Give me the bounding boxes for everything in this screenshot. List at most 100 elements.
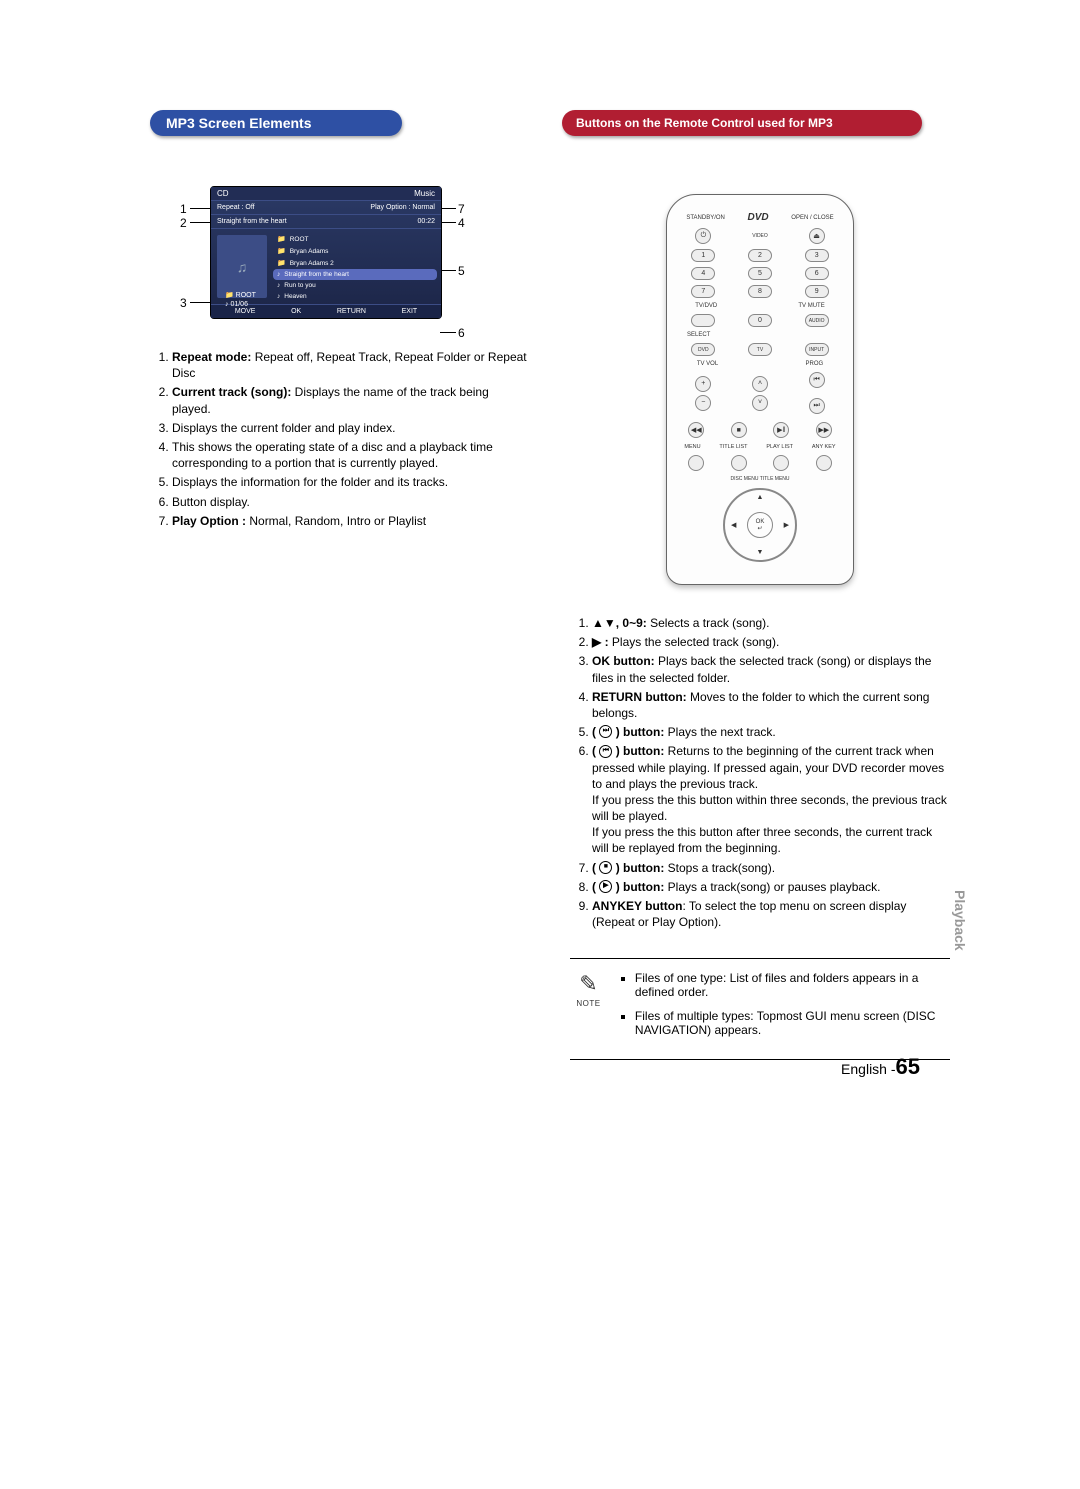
arc-btn4 (816, 455, 832, 471)
r1-bold: ▲▼, 0~9: (592, 616, 647, 630)
page-number: 65 (896, 1054, 920, 1079)
song-1: Straight from the heart (284, 271, 349, 278)
prog-up-icon: ˄ (752, 376, 768, 392)
stop-circ-icon: ■ (599, 861, 612, 874)
sc-time: 00:22 (417, 218, 435, 225)
meta-root: ROOT (236, 292, 256, 299)
lbl-video: VIDEO (752, 233, 768, 239)
callout-6: 6 (458, 326, 465, 340)
r7-bold: ) button: (616, 861, 665, 875)
callout-4: 4 (458, 216, 465, 230)
note-2: Files of multiple types: Topmost GUI men… (635, 1009, 946, 1037)
callout-3: 3 (180, 296, 187, 310)
num-5: 5 (748, 267, 772, 280)
lbl-open: OPEN / CLOSE (791, 215, 833, 221)
li5-text: Displays the information for the folder … (172, 475, 448, 489)
num-7: 7 (691, 285, 715, 298)
arc-titlelist: TITLE LIST (719, 444, 747, 450)
r7-text: Stops a track(song). (664, 861, 775, 875)
r9-bold: ANYKEY button (592, 899, 682, 913)
sc-exit: EXIT (402, 308, 418, 315)
li7-bold: Play Option : (172, 514, 246, 528)
lbl-tvdvd: TV/DVD (695, 303, 717, 309)
sc-ok: OK (291, 308, 301, 315)
play-circ-icon: ▶ (599, 880, 612, 893)
arc-anykey: ANY KEY (812, 444, 836, 450)
next-track-icon: ⏭ (809, 398, 825, 414)
li7-text: Normal, Random, Intro or Playlist (246, 514, 426, 528)
arc-btn2 (731, 455, 747, 471)
sc-cd-label: CD (217, 189, 229, 198)
sc-playoption: Play Option : Normal (370, 204, 435, 211)
li6-text: Button display. (172, 495, 250, 509)
mp3-screenshot-diagram: 1 2 3 7 4 5 6 CD Music (150, 186, 530, 319)
r8-text: Plays a track(song) or pauses playback. (664, 880, 880, 894)
remote-buttons-list: ▲▼, 0~9: Selects a track (song). ▶ : Pla… (570, 615, 950, 930)
callout-7: 7 (458, 202, 465, 216)
num-8: 8 (748, 285, 772, 298)
r8-bold: ) button: (616, 880, 665, 894)
r2-text: Plays the selected track (song). (609, 635, 780, 649)
num-2: 2 (748, 249, 772, 262)
section-header-mp3-elements: MP3 Screen Elements (150, 110, 402, 136)
sel-tv: TV (748, 343, 772, 356)
arc-btn1 (688, 455, 704, 471)
r5-text: Plays the next track. (664, 725, 775, 739)
li4-text: This shows the operating state of a disc… (172, 440, 493, 470)
num-6: 6 (805, 267, 829, 280)
eject-button-icon: ⏏ (809, 228, 825, 244)
prev-icon: ⏮ (599, 745, 612, 758)
arc-menu: MENU (684, 444, 700, 450)
li3-text: Displays the current folder and play ind… (172, 421, 395, 435)
num-0: 0 (748, 314, 772, 327)
r3-bold: OK button: (592, 654, 655, 668)
note-box: ✎ NOTE Files of one type: List of files … (570, 958, 950, 1060)
note-1: Files of one type: List of files and fol… (635, 971, 946, 999)
r5-bold: ) button: (616, 725, 665, 739)
lang-label: English - (841, 1061, 895, 1077)
dpad: ▲ ▼ ◀ ▶ OK↵ (723, 488, 797, 562)
arc-playlist: PLAY LIST (766, 444, 793, 450)
sc-return: RETURN (337, 308, 366, 315)
prev-track-icon: ⏮ (809, 372, 825, 388)
lbl-tvmute: TV MUTE (798, 303, 824, 309)
stop-icon: ■ (731, 422, 747, 438)
arc-disc-menu: DISC MENU TITLE MENU (675, 476, 845, 482)
arc-btn3 (773, 455, 789, 471)
r6-extra2: If you press the this button after three… (592, 825, 932, 855)
mp3-elements-list: Repeat mode: Repeat off, Repeat Track, R… (150, 349, 530, 529)
pencil-icon: ✎ (579, 971, 597, 996)
callout-5: 5 (458, 264, 465, 278)
callout-2: 2 (180, 216, 187, 230)
rewind-icon: ◀◀ (688, 422, 704, 438)
num-3: 3 (805, 249, 829, 262)
lbl-tvvol: TV VOL (697, 361, 718, 367)
r4-bold: RETURN button: (592, 690, 687, 704)
dvd-logo: DVD (748, 212, 769, 223)
r2-bold: ▶ : (592, 635, 609, 649)
note-label: NOTE (574, 999, 603, 1008)
num-9: 9 (805, 285, 829, 298)
num-1: 1 (691, 249, 715, 262)
song-2: Run to you (284, 282, 315, 289)
next-icon: ⏭ (599, 725, 612, 738)
page-footer: English -65 (841, 1054, 920, 1080)
tvdvd-button (691, 314, 715, 327)
folder-2: Bryan Adams 2 (290, 260, 334, 267)
sc-music-label: Music (414, 189, 435, 198)
r6-bold: ) button: (616, 744, 665, 758)
folder-1: Bryan Adams (290, 248, 329, 255)
r6-extra1: If you press the this button within thre… (592, 793, 947, 823)
li2-bold: Current track (song): (172, 385, 291, 399)
prog-down-icon: ˅ (752, 395, 768, 411)
r1-text: Selects a track (song). (647, 616, 770, 630)
standby-button-icon: ⏻ (695, 228, 711, 244)
lbl-select: SELECT (687, 332, 845, 338)
ffwd-icon: ▶▶ (816, 422, 832, 438)
play-pause-icon: ▶‖ (773, 422, 789, 438)
lbl-prog: PROG (805, 361, 823, 367)
sc-current-track: Straight from the heart (217, 218, 287, 225)
meta-index: 01/06 (230, 301, 248, 308)
sc-repeat: Repeat : Off (217, 204, 255, 211)
li1-bold: Repeat mode: (172, 350, 251, 364)
